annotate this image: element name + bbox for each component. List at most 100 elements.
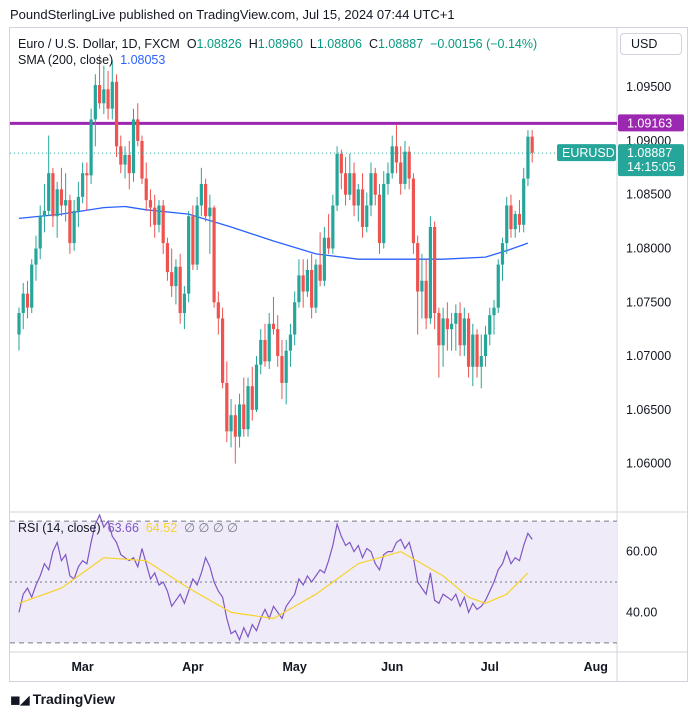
tradingview-logo[interactable]: ◼◢ TradingView bbox=[10, 691, 115, 708]
high-label: H bbox=[248, 37, 258, 51]
candle bbox=[416, 243, 420, 292]
candle bbox=[233, 415, 237, 437]
candle bbox=[327, 237, 331, 249]
candle bbox=[462, 318, 466, 346]
candle bbox=[85, 173, 89, 176]
candle bbox=[165, 243, 170, 273]
symbol-label[interactable]: Euro / U.S. Dollar, 1D, FXCM bbox=[18, 37, 180, 51]
candle bbox=[339, 153, 343, 174]
candle bbox=[369, 173, 373, 206]
tradingview-wordmark: TradingView bbox=[32, 691, 116, 707]
candle bbox=[420, 280, 424, 292]
candle bbox=[343, 173, 348, 195]
tradingview-logo-icon: ◼◢ bbox=[10, 692, 30, 707]
open-label: O bbox=[186, 37, 197, 51]
candle bbox=[483, 334, 488, 357]
candle bbox=[144, 178, 148, 201]
candle bbox=[403, 151, 407, 184]
candle bbox=[335, 153, 339, 206]
candle bbox=[500, 243, 505, 265]
candle bbox=[110, 81, 114, 109]
candle bbox=[318, 264, 322, 281]
candle bbox=[225, 382, 229, 432]
candle bbox=[30, 264, 34, 308]
sma-value: 1.08053 bbox=[120, 53, 166, 67]
candle bbox=[102, 89, 106, 104]
rsi-label[interactable]: RSI (14, close) bbox=[18, 521, 101, 535]
candle bbox=[212, 207, 216, 303]
low-label: L bbox=[309, 37, 317, 51]
time-axis-label: Mar bbox=[71, 660, 93, 674]
candle bbox=[310, 270, 314, 308]
candle bbox=[454, 313, 458, 324]
rsi-ma-line bbox=[18, 550, 529, 620]
candle bbox=[488, 315, 492, 335]
candle bbox=[131, 119, 136, 174]
candle bbox=[127, 154, 131, 174]
price-axis-label: 1.09500 bbox=[626, 80, 671, 94]
candle bbox=[237, 404, 242, 437]
candle bbox=[178, 266, 182, 314]
last-price-tag bbox=[618, 144, 684, 177]
candle bbox=[25, 293, 30, 308]
change-value: −0.00156 (−0.14%) bbox=[430, 37, 538, 51]
candle bbox=[348, 173, 352, 195]
candle bbox=[441, 318, 445, 346]
candle bbox=[161, 205, 165, 244]
publisher-caption: PoundSterlingLive published on TradingVi… bbox=[10, 7, 455, 22]
bar-countdown-label: 14:15:05 bbox=[627, 160, 676, 174]
time-axis-label: May bbox=[283, 660, 307, 674]
candle bbox=[424, 280, 428, 319]
candle bbox=[394, 146, 399, 163]
candle bbox=[148, 200, 153, 208]
chart-frame bbox=[9, 27, 688, 682]
candle bbox=[17, 313, 21, 335]
candle bbox=[263, 339, 267, 362]
candle bbox=[81, 173, 85, 197]
candle bbox=[47, 173, 51, 211]
candle bbox=[195, 205, 199, 265]
candle bbox=[492, 307, 496, 316]
candle bbox=[522, 178, 526, 225]
sma-200-line bbox=[18, 205, 529, 260]
rsi-legend: RSI (14, close) 63.66 64.52 ∅ ∅ ∅ ∅ bbox=[18, 520, 238, 535]
candle bbox=[276, 329, 280, 357]
close-label: C bbox=[368, 37, 378, 51]
candle bbox=[301, 275, 305, 292]
sma-label[interactable]: SMA (200, close) bbox=[18, 53, 114, 67]
candle bbox=[59, 189, 64, 206]
candle bbox=[55, 189, 59, 217]
candle bbox=[271, 323, 276, 330]
time-axis-label: Jul bbox=[481, 660, 499, 674]
candle bbox=[267, 323, 271, 362]
candle bbox=[246, 386, 250, 430]
open-value: 1.08826 bbox=[196, 37, 242, 51]
candle bbox=[280, 356, 284, 383]
candle bbox=[513, 214, 517, 230]
time-axis-label: Aug bbox=[584, 660, 608, 674]
candle bbox=[505, 205, 509, 244]
candle bbox=[314, 264, 318, 308]
candle bbox=[38, 216, 42, 249]
price-axis-label: 1.07000 bbox=[626, 349, 671, 363]
candle bbox=[386, 173, 390, 184]
resistance-price-label: 1.09163 bbox=[627, 116, 672, 130]
symbol-tag bbox=[557, 144, 616, 162]
candle bbox=[187, 216, 191, 294]
candle bbox=[360, 189, 365, 227]
time-axis-label: Apr bbox=[182, 660, 204, 674]
currency-button[interactable]: USD bbox=[620, 33, 682, 55]
candle bbox=[106, 89, 110, 109]
price-axis-label: 1.06500 bbox=[626, 403, 671, 417]
candle bbox=[284, 350, 288, 383]
candle bbox=[365, 205, 369, 227]
candle bbox=[475, 334, 479, 367]
sma-legend: SMA (200, close) 1.08053 bbox=[18, 53, 165, 67]
candle bbox=[199, 183, 203, 206]
candle bbox=[42, 210, 47, 217]
low-value: 1.08806 bbox=[316, 37, 362, 51]
candle bbox=[458, 313, 462, 346]
candle bbox=[216, 302, 220, 319]
candle bbox=[390, 146, 394, 174]
